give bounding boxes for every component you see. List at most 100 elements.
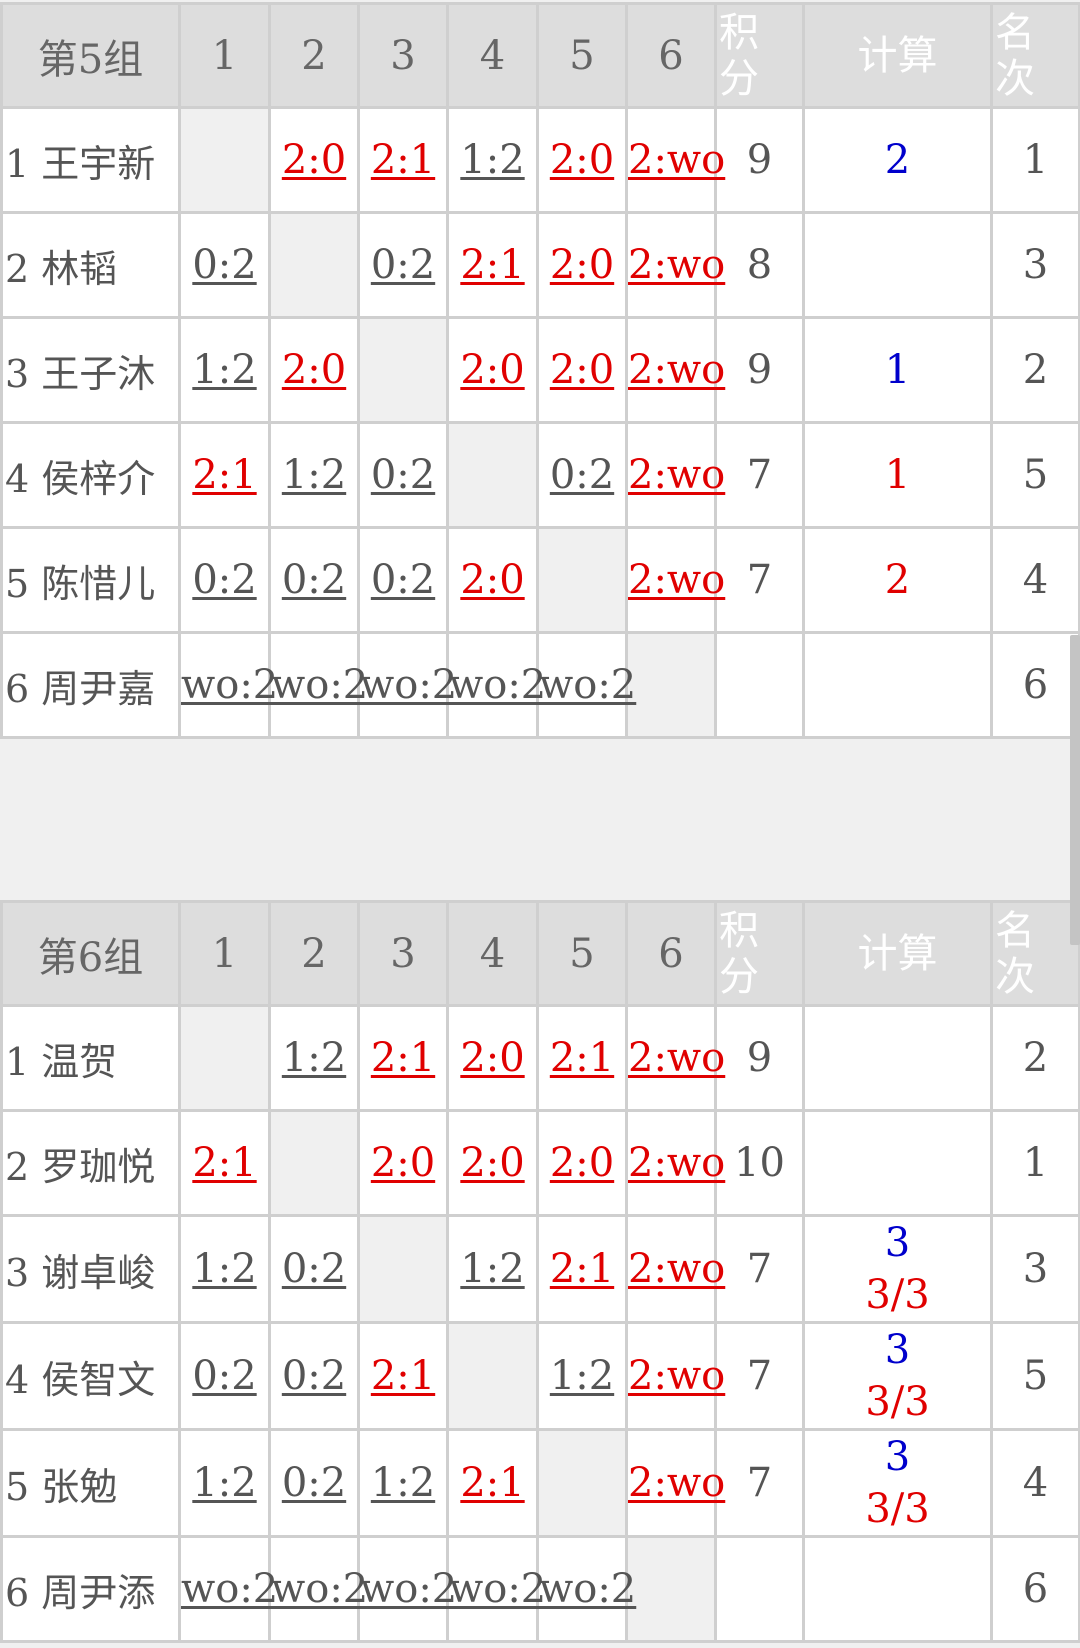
group-5-table: 第5组 1 2 3 4 5 6 积分 计算 名次 1 王宇新 2:0 2:1 1:2 2:0 2:wo 9 2 1 2… bbox=[0, 2, 1080, 739]
match-score-link[interactable]: 2:wo bbox=[628, 1353, 726, 1399]
points-cell: 10 bbox=[714, 1109, 805, 1217]
match-score-link[interactable]: 2:wo bbox=[628, 1460, 726, 1506]
player-row: 4 侯梓介 2:1 1:2 0:2 0:2 2:wo 7 1 5 bbox=[0, 421, 1080, 529]
match-score-link[interactable]: 2:0 bbox=[460, 1035, 525, 1081]
self-match-cell bbox=[357, 316, 449, 424]
match-score-link[interactable]: 2:wo bbox=[628, 347, 726, 393]
match-score-link[interactable]: 2:wo bbox=[628, 1035, 726, 1081]
match-score-link[interactable]: wo:2 bbox=[271, 1566, 369, 1612]
match-score-link[interactable]: 1:2 bbox=[460, 1246, 525, 1292]
match-score-link[interactable]: 2:0 bbox=[549, 137, 615, 183]
player-name: 6 周尹添 bbox=[0, 1535, 181, 1643]
match-cell: 2:0 bbox=[268, 106, 360, 214]
match-score-link[interactable]: wo:2 bbox=[539, 662, 637, 708]
match-score-link[interactable]: 2:1 bbox=[370, 1353, 436, 1399]
player-name: 2 罗珈悦 bbox=[0, 1109, 181, 1217]
match-score-link[interactable]: 1:2 bbox=[549, 1353, 615, 1399]
rank-header: 名次 bbox=[990, 2, 1080, 109]
match-score-link[interactable]: wo:2 bbox=[360, 662, 458, 708]
match-score-link[interactable]: 2:1 bbox=[549, 1246, 615, 1292]
calc-value: 3 bbox=[884, 1327, 911, 1373]
match-score-link[interactable]: 2:0 bbox=[370, 1140, 436, 1186]
match-score-link[interactable]: 2:wo bbox=[628, 452, 726, 498]
calc-header: 计算 bbox=[802, 900, 993, 1007]
match-score-link[interactable]: 2:0 bbox=[460, 557, 525, 603]
points-header-label: 积分 bbox=[719, 9, 759, 102]
match-score-link[interactable]: 0:2 bbox=[192, 1353, 257, 1399]
player-row: 5 陈惜儿 0:2 0:2 0:2 2:0 2:wo 7 2 4 bbox=[0, 526, 1080, 634]
calc-cell bbox=[802, 1535, 993, 1643]
match-score-link[interactable]: 2:0 bbox=[549, 347, 615, 393]
match-score-link[interactable]: 1:2 bbox=[281, 452, 347, 498]
match-score-link[interactable]: 1:2 bbox=[192, 347, 257, 393]
scrollbar[interactable] bbox=[1070, 635, 1080, 945]
match-cell: 1:2 bbox=[268, 1004, 360, 1112]
calc-value: 2 bbox=[884, 557, 911, 603]
match-score-link[interactable]: wo:2 bbox=[271, 662, 369, 708]
calc-value: 1 bbox=[884, 347, 911, 393]
match-cell: 2:1 bbox=[446, 211, 539, 319]
match-score-link[interactable]: 0:2 bbox=[192, 242, 257, 288]
player-row: 2 罗珈悦 2:1 2:0 2:0 2:0 2:wo 10 1 bbox=[0, 1109, 1080, 1217]
match-score-link[interactable]: 2:1 bbox=[460, 1460, 525, 1506]
calc-cell: 1 bbox=[802, 421, 993, 529]
match-score-link[interactable]: wo:2 bbox=[181, 1566, 279, 1612]
match-score-link[interactable]: 0:2 bbox=[192, 557, 257, 603]
match-score-link[interactable]: 2:1 bbox=[549, 1035, 615, 1081]
match-score-link[interactable]: 2:1 bbox=[370, 1035, 436, 1081]
match-score-link[interactable]: 0:2 bbox=[281, 557, 347, 603]
match-cell: 1:2 bbox=[446, 106, 539, 214]
match-cell: 2:1 bbox=[536, 1004, 628, 1112]
group-title: 第5组 bbox=[0, 2, 181, 109]
match-score-link[interactable]: 2:wo bbox=[628, 1140, 726, 1186]
match-score-link[interactable]: 0:2 bbox=[370, 242, 436, 288]
match-score-link[interactable]: 2:0 bbox=[460, 347, 525, 393]
match-score-link[interactable]: 0:2 bbox=[370, 557, 436, 603]
match-score-link[interactable]: 2:wo bbox=[628, 137, 726, 183]
match-score-link[interactable]: 2:wo bbox=[628, 557, 726, 603]
match-score-link[interactable]: wo:2 bbox=[449, 662, 547, 708]
match-score-link[interactable]: 1:2 bbox=[192, 1460, 257, 1506]
points-cell: 9 bbox=[714, 1004, 805, 1112]
match-score-link[interactable]: 2:1 bbox=[370, 137, 436, 183]
match-score-link[interactable]: wo:2 bbox=[449, 1566, 547, 1612]
self-match-cell bbox=[268, 211, 360, 319]
match-score-link[interactable]: wo:2 bbox=[181, 662, 279, 708]
calc-cell bbox=[802, 1109, 993, 1217]
group-6-table: 第6组 1 2 3 4 5 6 积分 计算 名次 1 温贺 1:2 2:1 2:0 2:1 2:wo 9 2 2 罗… bbox=[0, 900, 1080, 1643]
match-score-link[interactable]: 2:1 bbox=[192, 452, 257, 498]
rank-cell: 4 bbox=[990, 1428, 1080, 1538]
match-score-link[interactable]: 2:0 bbox=[281, 137, 347, 183]
player-name: 3 谢卓峻 bbox=[0, 1214, 181, 1324]
match-cell: 2:wo bbox=[625, 1428, 725, 1538]
match-score-link[interactable]: wo:2 bbox=[539, 1566, 637, 1612]
match-score-link[interactable]: 2:wo bbox=[628, 242, 726, 288]
match-cell: wo:2 bbox=[268, 631, 368, 739]
match-score-link[interactable]: 1:2 bbox=[281, 1035, 347, 1081]
match-score-link[interactable]: 2:1 bbox=[460, 242, 525, 288]
match-score-link[interactable]: 1:2 bbox=[192, 1246, 257, 1292]
match-score-link[interactable]: 2:0 bbox=[460, 1140, 525, 1186]
match-score-link[interactable]: 0:2 bbox=[281, 1246, 347, 1292]
match-score-link[interactable]: 1:2 bbox=[370, 1460, 436, 1506]
match-score-link[interactable]: 0:2 bbox=[281, 1353, 347, 1399]
player-name: 4 侯梓介 bbox=[0, 421, 181, 529]
match-score-link[interactable]: 0:2 bbox=[549, 452, 615, 498]
player-name: 5 陈惜儿 bbox=[0, 526, 181, 634]
match-score-link[interactable]: 0:2 bbox=[370, 452, 436, 498]
rank-cell: 1 bbox=[990, 1109, 1080, 1217]
match-score-link[interactable]: 2:wo bbox=[628, 1246, 726, 1292]
match-cell: 2:1 bbox=[446, 1428, 539, 1538]
match-score-link[interactable]: 2:1 bbox=[192, 1140, 257, 1186]
match-score-link[interactable]: 2:0 bbox=[549, 242, 615, 288]
match-score-link[interactable]: 2:0 bbox=[549, 1140, 615, 1186]
match-score-link[interactable]: wo:2 bbox=[360, 1566, 458, 1612]
match-score-link[interactable]: 1:2 bbox=[460, 137, 525, 183]
points-header: 积分 bbox=[714, 900, 805, 1007]
column-header: 3 bbox=[357, 2, 449, 109]
self-match-cell bbox=[357, 1214, 449, 1324]
match-cell: wo:2 bbox=[268, 1535, 368, 1643]
match-score-link[interactable]: 0:2 bbox=[281, 1460, 347, 1506]
match-score-link[interactable]: 2:0 bbox=[281, 347, 347, 393]
points-cell bbox=[714, 1535, 805, 1643]
